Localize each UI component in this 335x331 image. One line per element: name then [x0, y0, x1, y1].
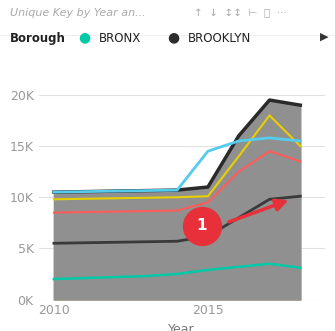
Text: BRONX: BRONX: [99, 32, 141, 45]
Text: 1: 1: [197, 218, 207, 233]
Text: ▶: ▶: [320, 32, 328, 42]
Text: BROOKLYN: BROOKLYN: [188, 32, 251, 45]
Text: Unique Key by Year an...: Unique Key by Year an...: [10, 8, 146, 18]
X-axis label: Year: Year: [169, 323, 195, 331]
Text: ●: ●: [79, 30, 91, 44]
Point: [199, 223, 204, 228]
Text: ●: ●: [168, 30, 180, 44]
Text: Borough: Borough: [10, 32, 66, 45]
Text: ↑  ↓  ↕↕  ⊢  ⧉  ···: ↑ ↓ ↕↕ ⊢ ⧉ ···: [194, 8, 287, 18]
